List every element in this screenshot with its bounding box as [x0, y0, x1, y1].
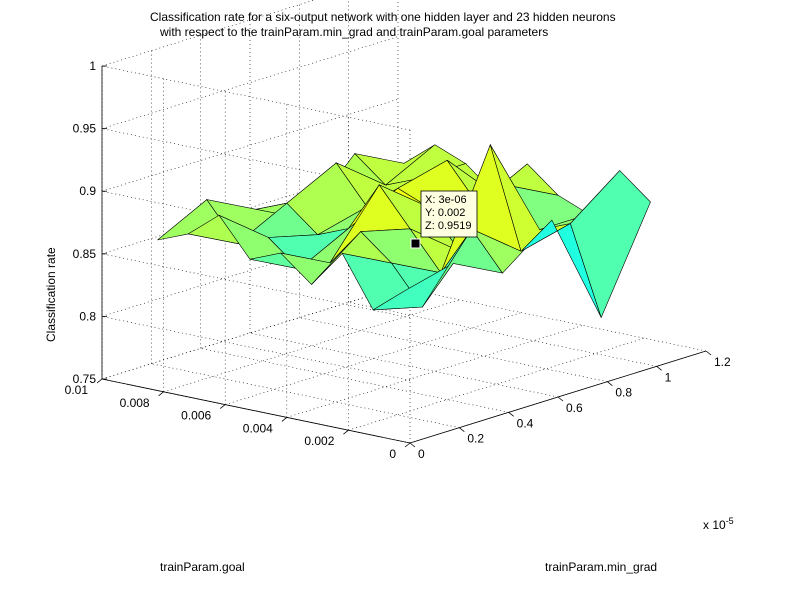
x-grid-floor-3 [249, 332, 559, 398]
x-axis-label: trainParam.min_grad [545, 560, 657, 574]
tick-layer: 0 0.2 0.4 0.6 0.8 1 1.2 0 0.002 0.004 0.006 0.008 0.… [65, 59, 731, 461]
data-tip-x: X: 3e-06 [425, 194, 467, 206]
z-tick-label-3: 0.9 [79, 184, 96, 198]
z-grid-back-4 [101, 36, 399, 129]
y-tick-label-4: 0.008 [120, 396, 150, 410]
x-tick-mark-6 [705, 350, 712, 356]
surface-layer[interactable] [157, 143, 651, 319]
y-tick-mark-2 [281, 417, 288, 422]
data-tip[interactable]: X: 3e-06 Y: 0.002 Z: 0.9519 [410, 190, 478, 249]
z-tick-label-5: 1 [89, 59, 96, 73]
surface-face-39[interactable] [570, 170, 651, 319]
y-tick-label-2: 0.004 [243, 421, 273, 435]
y-tick-label-0: 0 [389, 447, 396, 461]
y-tick-mark-5 [96, 378, 103, 384]
y-tick-label-1: 0.002 [304, 434, 334, 448]
x-tick-label-6: 1.2 [714, 355, 731, 369]
chart-title-line-2: with respect to the trainParam.min_grad … [159, 25, 548, 39]
x-tick-label-3: 0.6 [566, 401, 583, 415]
z-grid-left-1 [101, 316, 411, 381]
x-grid-floor-4 [299, 317, 608, 382]
y-tick-mark-3 [219, 404, 226, 409]
z-tick-label-2: 0.85 [73, 247, 97, 261]
x-tick-label-2: 0.4 [517, 416, 534, 430]
y-axis-label: trainParam.goal [160, 560, 245, 574]
data-tip-box [420, 190, 478, 238]
y-tick-mark-4 [158, 391, 164, 397]
x-axis-exponent-power: -5 [726, 516, 734, 526]
axes-layer [96, 65, 712, 448]
x-tick-mark-0 [409, 442, 416, 448]
y-grid-floor-4 [163, 299, 460, 393]
z-tick-label-0: 0.75 [73, 372, 97, 386]
x-grid-floor-1 [151, 363, 460, 428]
z-tick-label-1: 0.8 [79, 309, 96, 323]
y-tick-label-3: 0.006 [181, 409, 211, 423]
x-grid-floor-2 [200, 348, 509, 413]
z-tick-label-4: 0.95 [73, 122, 97, 136]
data-tip-marker[interactable] [410, 238, 421, 249]
x-tick-label-5: 1 [665, 370, 672, 384]
x-tick-mark-3 [557, 396, 564, 402]
x-tick-mark-1 [459, 427, 465, 432]
data-tip-y: Y: 0.002 [425, 207, 465, 219]
x-grid-floor-6 [397, 286, 707, 352]
x-tick-mark-4 [607, 381, 613, 386]
y-tick-mark-0 [404, 442, 411, 448]
x-axis-exponent-base: x 10 [703, 518, 726, 532]
x-tick-label-0: 0 [418, 447, 425, 461]
x-grid-floor-5 [348, 302, 657, 367]
z-grid-left-5 [101, 65, 411, 131]
z-grid-left-2 [101, 253, 411, 319]
x-tick-label-4: 0.8 [615, 386, 632, 400]
x-axis-exponent: x 10-5 [703, 516, 734, 532]
data-tip-z: Z: 0.9519 [425, 220, 471, 232]
x-tick-label-1: 0.2 [467, 432, 484, 446]
y-grid-floor-2 [286, 325, 583, 418]
y-axis-line [101, 378, 411, 444]
chart-title-line-1: Classification rate for a six-output net… [150, 10, 616, 24]
x-tick-mark-2 [508, 412, 514, 417]
x-tick-mark-5 [656, 366, 662, 371]
y-tick-label-5: 0.01 [65, 383, 89, 397]
y-tick-mark-1 [343, 429, 349, 435]
z-axis-label: Classification rate [44, 247, 58, 342]
